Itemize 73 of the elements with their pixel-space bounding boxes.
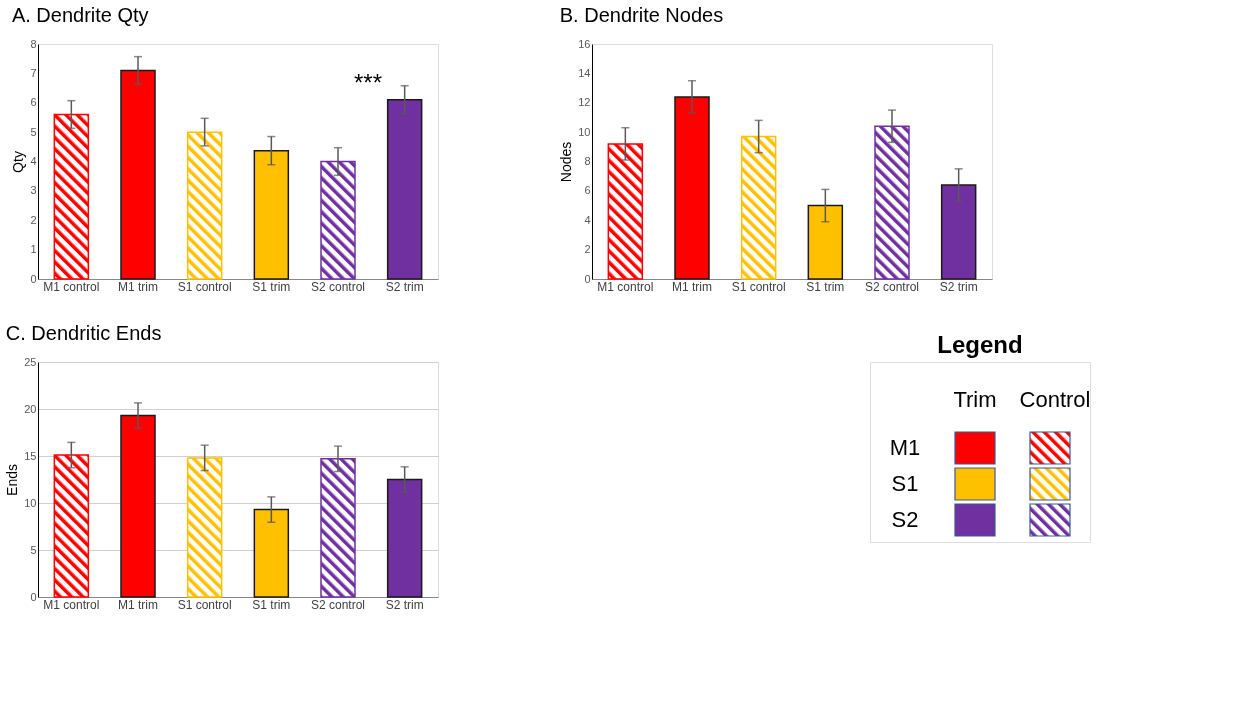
x-tick-label: S2 control — [864, 279, 920, 294]
bar — [607, 143, 644, 280]
y-tick-label: 25 — [24, 355, 37, 368]
y-tick-label: 5 — [30, 125, 37, 138]
bar — [53, 113, 90, 280]
bar — [940, 184, 977, 280]
bar — [674, 96, 710, 280]
bar — [386, 478, 423, 598]
x-tick-label: M1 trim — [118, 597, 158, 612]
y-tick-label: 3 — [30, 184, 37, 197]
y-tick-label: 4 — [30, 155, 37, 167]
y-tick-label: 0 — [30, 590, 37, 603]
y-axis-title: Ends — [4, 464, 21, 496]
annotation: *** — [353, 69, 383, 96]
x-tick-label: S2 trim — [385, 597, 424, 612]
x-tick-label: S1 trim — [252, 597, 291, 612]
bar — [53, 454, 90, 598]
chart-title: C. Dendritic Ends — [5, 322, 162, 344]
y-tick-label: 8 — [30, 37, 37, 50]
y-tick-label: 14 — [578, 66, 591, 79]
bar — [874, 125, 910, 280]
x-tick-label: M1 trim — [672, 279, 712, 294]
y-tick-label: 4 — [584, 213, 591, 226]
bar — [253, 149, 290, 280]
y-tick-label: 8 — [584, 155, 591, 167]
x-tick-label: S1 control — [177, 597, 232, 612]
x-tick-label: M1 control — [43, 597, 100, 612]
x-tick-label: S2 trim — [939, 279, 978, 294]
y-tick-label: 2 — [584, 243, 591, 256]
x-tick-label: M1 trim — [118, 279, 158, 294]
y-tick-label: 12 — [578, 96, 591, 109]
text: Trim — [953, 387, 997, 412]
bar — [807, 204, 844, 280]
y-tick-label: 0 — [584, 272, 591, 285]
y-tick-label: 15 — [24, 449, 37, 462]
x-tick-label: M1 control — [597, 279, 654, 294]
bar — [386, 99, 423, 280]
y-axis-title: Nodes — [558, 141, 575, 183]
chart-title: A. Dendrite Qty — [11, 4, 149, 26]
bar — [120, 414, 156, 598]
x-tick-label: S2 trim — [385, 279, 424, 294]
y-tick-label: 16 — [578, 37, 591, 50]
bar — [320, 160, 356, 280]
x-tick-label: S1 control — [177, 279, 232, 294]
x-tick-label: S1 trim — [252, 279, 291, 294]
x-tick-label: S2 control — [310, 279, 366, 294]
y-tick-label: 20 — [24, 402, 37, 415]
y-tick-label: 0 — [30, 272, 37, 285]
x-tick-label: S1 trim — [806, 279, 845, 294]
x-tick-label: S2 control — [310, 597, 366, 612]
y-tick-label: 1 — [30, 243, 37, 256]
text: Control — [1019, 387, 1091, 412]
y-axis-title: Qty — [10, 151, 27, 173]
y-tick-label: 5 — [30, 543, 37, 556]
bar — [186, 131, 223, 280]
y-tick-label: 10 — [24, 496, 37, 509]
x-tick-label: S1 control — [731, 279, 786, 294]
y-tick-label: 6 — [584, 184, 591, 197]
chart-title: B. Dendrite Nodes — [559, 4, 724, 26]
text: S2 — [891, 507, 919, 532]
bar — [320, 458, 356, 598]
x-tick-label: M1 control — [43, 279, 100, 294]
y-tick-label: 10 — [578, 125, 591, 138]
y-tick-label: 2 — [30, 213, 37, 226]
text: S1 — [891, 471, 919, 496]
y-tick-label: 6 — [30, 96, 37, 109]
text: M1 — [889, 435, 921, 460]
y-tick-label: 7 — [30, 66, 37, 79]
text: Legend — [937, 331, 1023, 358]
bar — [120, 69, 156, 280]
bar — [740, 135, 777, 280]
bar — [253, 508, 290, 598]
bar — [186, 457, 223, 598]
